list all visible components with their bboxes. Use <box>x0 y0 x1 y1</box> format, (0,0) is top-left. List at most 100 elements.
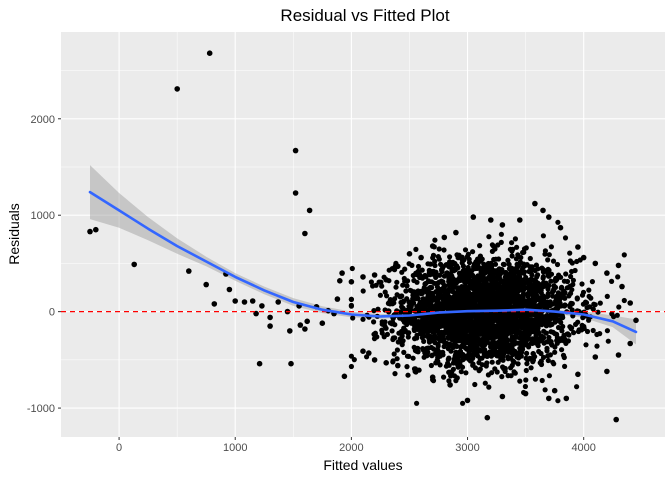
data-point <box>391 351 397 357</box>
data-point <box>496 256 502 262</box>
data-point <box>491 256 497 263</box>
data-point <box>613 416 619 423</box>
data-point <box>429 285 435 291</box>
data-point <box>390 359 396 365</box>
data-point <box>466 356 472 362</box>
data-point <box>506 349 512 355</box>
data-point <box>523 274 529 281</box>
data-point <box>499 393 506 400</box>
data-point <box>528 264 534 270</box>
data-point <box>470 249 476 255</box>
data-point <box>459 295 466 301</box>
data-point <box>404 321 410 328</box>
data-point <box>615 352 622 358</box>
data-point <box>545 338 552 344</box>
data-point <box>569 260 575 266</box>
data-point <box>549 313 556 319</box>
data-point <box>516 271 523 277</box>
data-point <box>584 328 591 335</box>
data-point <box>482 325 488 331</box>
data-point <box>532 376 539 382</box>
data-point <box>404 364 410 370</box>
data-point <box>489 242 495 248</box>
data-point <box>483 278 489 284</box>
data-point <box>543 330 549 336</box>
chart-title: Residual vs Fitted Plot <box>280 6 449 25</box>
y-axis-title: Residuals <box>6 203 22 264</box>
data-point <box>473 312 479 318</box>
data-point <box>450 294 456 301</box>
data-point <box>570 277 577 283</box>
data-point <box>505 257 511 263</box>
data-point <box>411 300 417 306</box>
data-point <box>501 348 507 354</box>
data-point <box>368 279 374 285</box>
data-point <box>534 324 540 330</box>
data-point <box>523 377 529 383</box>
data-point <box>415 323 421 329</box>
data-point <box>484 311 490 317</box>
data-point <box>587 304 593 310</box>
data-point <box>544 348 550 354</box>
data-point <box>529 283 535 290</box>
data-point <box>465 251 471 257</box>
data-point <box>455 350 461 356</box>
data-point <box>580 254 587 261</box>
data-point <box>287 328 293 334</box>
data-point <box>394 279 400 285</box>
data-point <box>399 333 405 339</box>
data-point <box>418 254 424 261</box>
data-point <box>422 301 428 307</box>
data-point <box>392 267 398 273</box>
data-point <box>379 319 385 325</box>
data-point <box>566 332 572 338</box>
data-point <box>447 254 453 260</box>
data-point <box>472 365 478 371</box>
data-point <box>414 348 420 354</box>
data-point <box>464 289 470 296</box>
data-point <box>451 356 457 362</box>
data-point <box>522 383 529 390</box>
data-point <box>501 261 507 268</box>
data-point <box>569 268 575 275</box>
data-point <box>446 355 452 361</box>
data-point <box>447 324 453 330</box>
data-point <box>489 248 495 254</box>
data-point <box>535 280 541 286</box>
data-point <box>87 228 93 235</box>
data-point <box>538 333 544 339</box>
data-point <box>341 373 348 380</box>
data-point <box>334 296 341 302</box>
data-point <box>492 290 498 296</box>
data-point <box>436 301 442 307</box>
data-point <box>512 236 519 242</box>
data-point <box>226 286 233 293</box>
data-point <box>524 319 531 325</box>
data-point <box>458 369 464 375</box>
data-point <box>427 304 433 310</box>
data-point <box>414 319 420 325</box>
data-point <box>551 361 557 367</box>
data-point <box>211 301 218 307</box>
data-point <box>441 302 447 308</box>
data-point <box>462 340 468 346</box>
data-point <box>561 354 567 361</box>
data-point <box>502 294 508 300</box>
data-point <box>526 331 532 337</box>
data-point <box>525 310 531 316</box>
data-point <box>511 282 517 288</box>
data-point <box>532 200 538 207</box>
data-point <box>351 357 357 363</box>
data-point <box>460 400 466 406</box>
data-point <box>417 307 423 313</box>
data-point <box>429 243 436 249</box>
data-point <box>383 277 390 283</box>
data-point <box>379 283 385 289</box>
data-point <box>552 331 558 337</box>
data-point <box>420 346 426 352</box>
data-point <box>473 265 479 271</box>
data-point <box>570 281 576 288</box>
data-point <box>530 241 536 247</box>
data-point <box>586 317 592 323</box>
data-point <box>405 372 411 378</box>
